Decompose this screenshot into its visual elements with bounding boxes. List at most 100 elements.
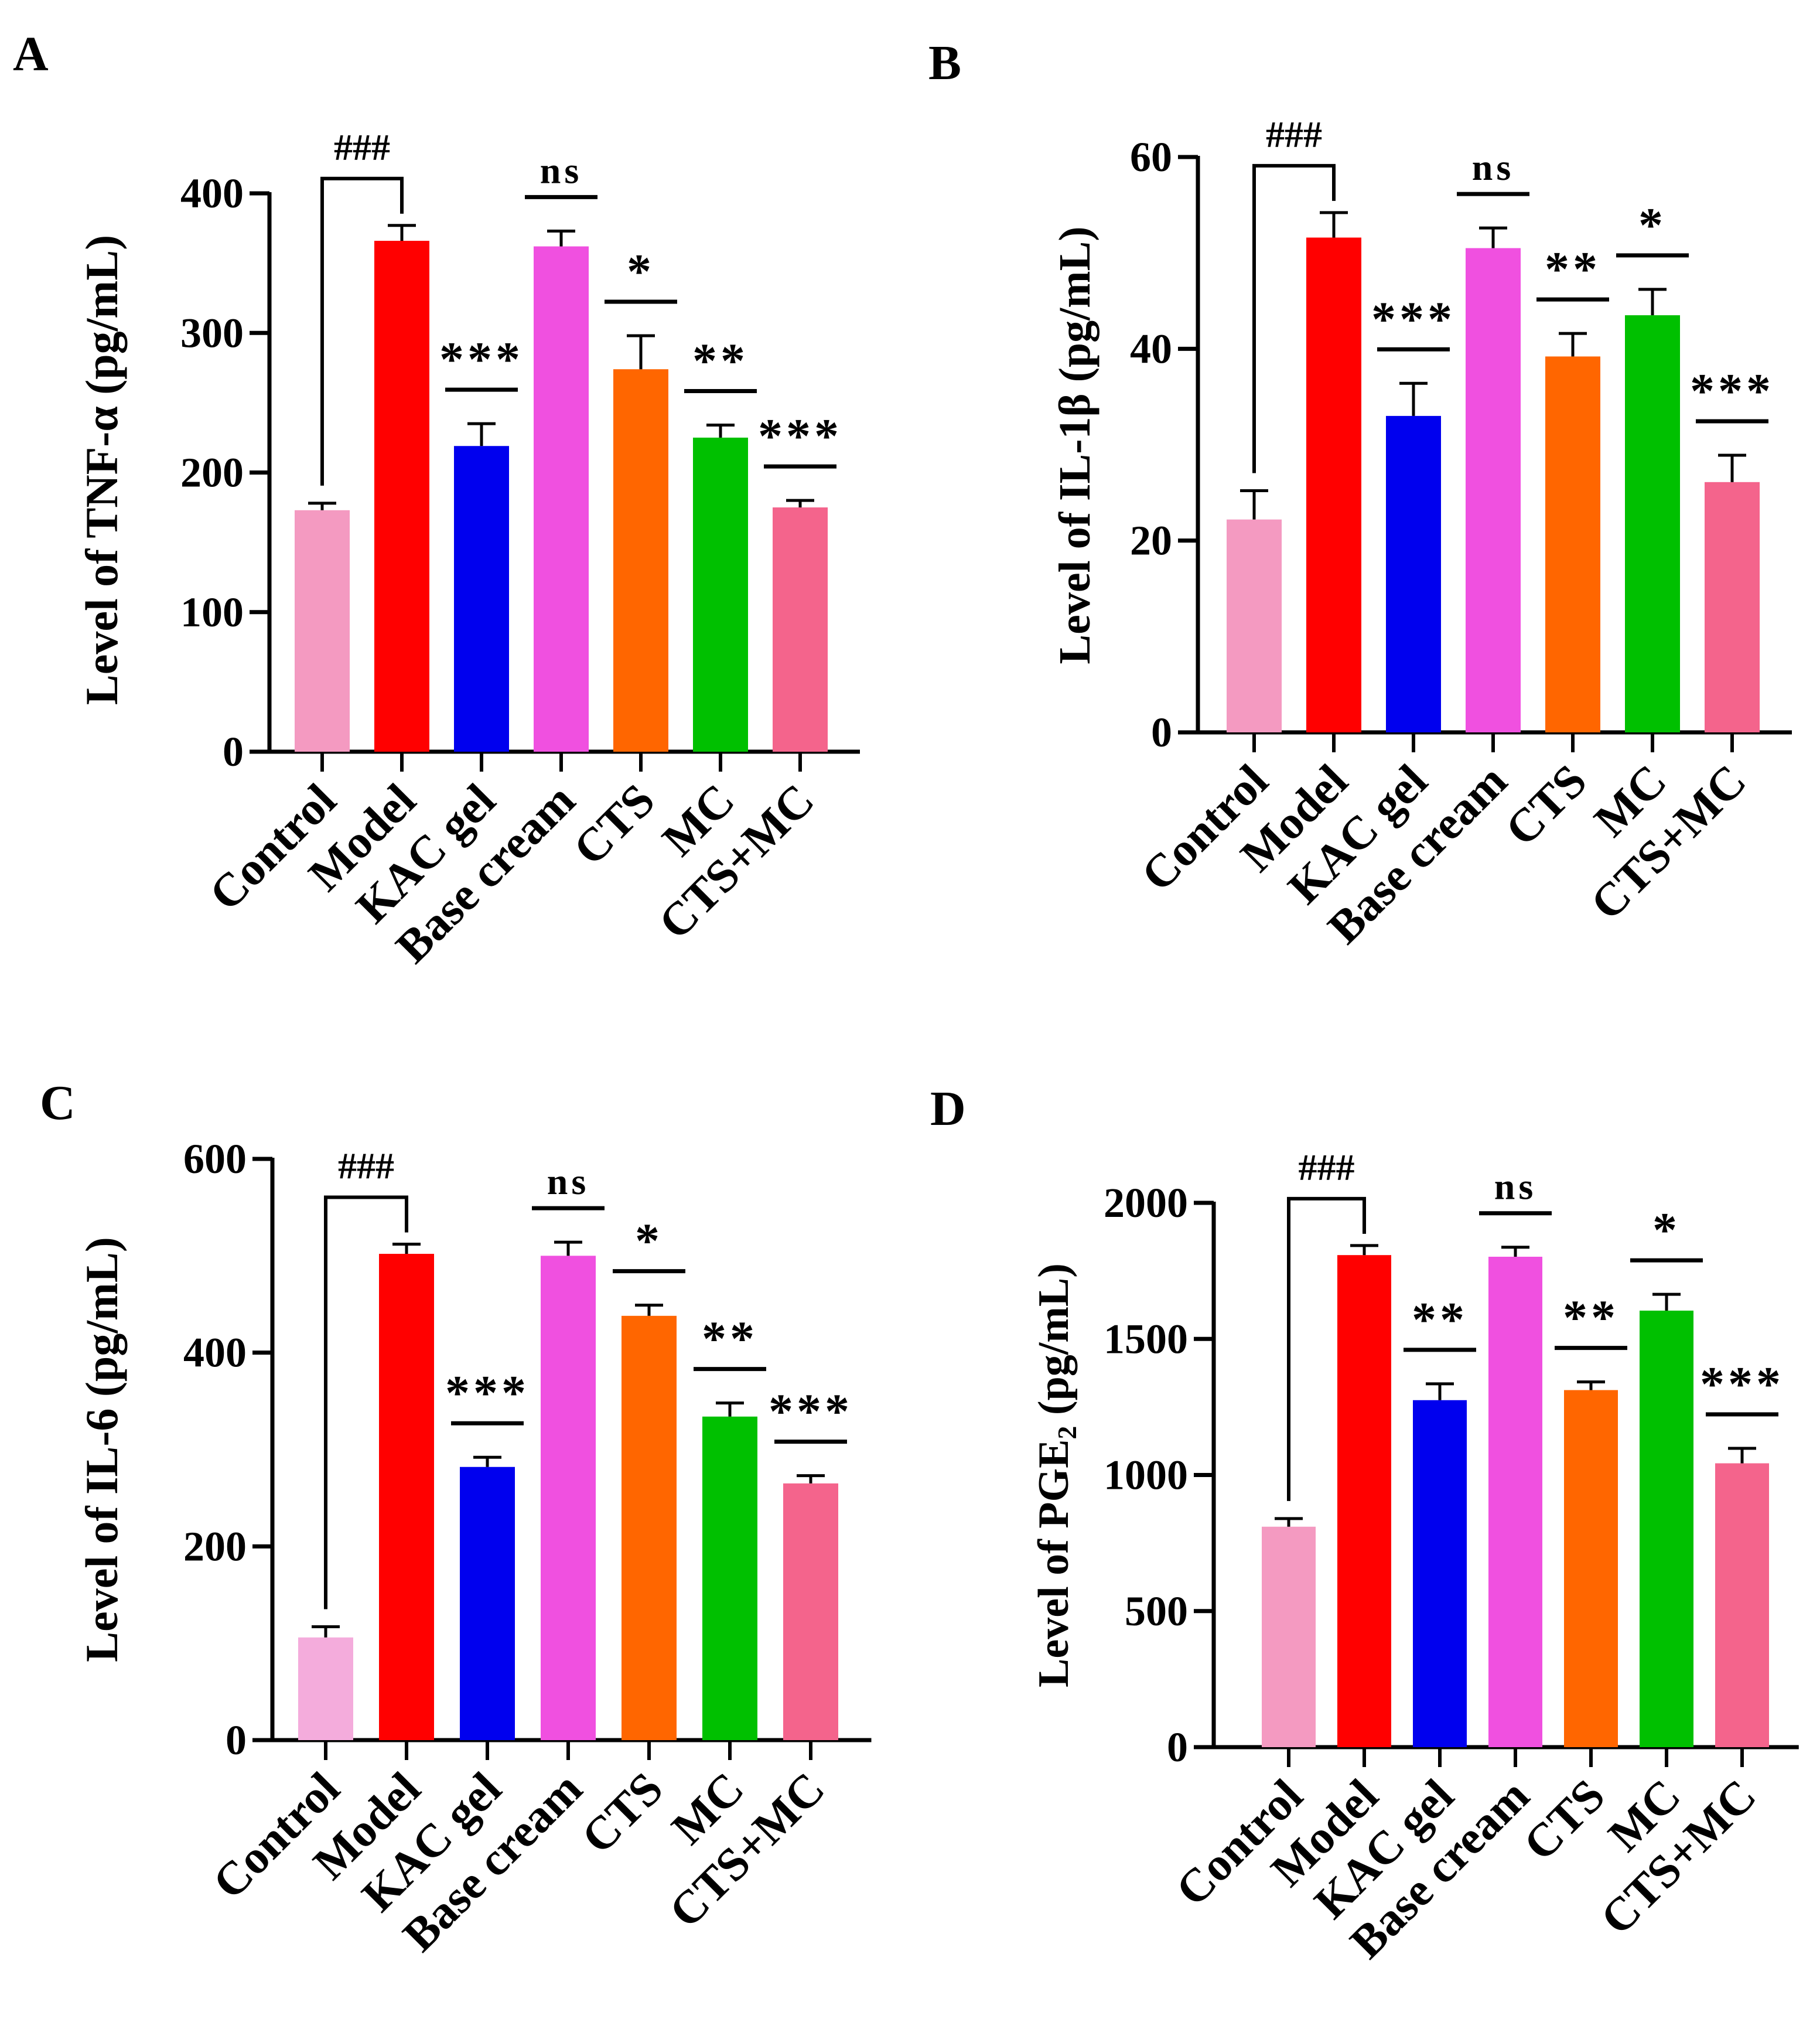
significance-label: ** (1545, 242, 1601, 296)
bar (1386, 415, 1441, 732)
significance-label-vs-control: ### (338, 1145, 394, 1186)
bar (460, 1466, 515, 1740)
significance-label: * (627, 244, 655, 299)
y-tick-label: 1500 (1104, 1315, 1188, 1362)
significance-label: ** (702, 1312, 758, 1366)
x-tick-label: CTS (1514, 1770, 1614, 1871)
bar (1705, 482, 1760, 732)
bar (1227, 519, 1282, 732)
y-tick-label: 100 (180, 589, 244, 636)
panel-label: D (930, 1082, 966, 1136)
bar (1545, 356, 1600, 732)
bar (1488, 1256, 1542, 1747)
significance-bracket (324, 1195, 408, 1609)
significance-label: ** (1563, 1291, 1619, 1345)
y-tick-label: 400 (183, 1329, 247, 1376)
significance-label-vs-control: ### (1299, 1147, 1355, 1188)
significance-label: *** (758, 409, 842, 463)
y-tick-label: 500 (1125, 1588, 1188, 1635)
significance-label: *** (1371, 292, 1456, 346)
bar (1413, 1400, 1467, 1747)
y-tick-label: 200 (183, 1523, 247, 1570)
y-axis-label: Level of IL-1β (pg/mL) (1050, 226, 1099, 664)
y-tick-label: 20 (1130, 517, 1172, 564)
y-axis-label-main: Level of IL-1β (pg/mL) (1050, 226, 1099, 664)
y-axis-label-main: Level of TNF-α (pg/mL) (76, 235, 127, 705)
significance-label: * (1638, 198, 1667, 253)
y-axis-label-units: (pg/mL) (1030, 1263, 1078, 1426)
bar (1466, 248, 1521, 732)
bar (298, 1637, 353, 1740)
y-tick-label: 400 (180, 170, 244, 217)
significance-label: *** (439, 332, 524, 387)
y-tick-label: 300 (180, 309, 244, 356)
significance-label: ** (1412, 1292, 1468, 1347)
bar (534, 246, 589, 752)
bar (1337, 1255, 1391, 1747)
bar (1262, 1526, 1316, 1747)
y-tick-label: 0 (1151, 709, 1172, 756)
y-tick-label: 0 (223, 728, 244, 775)
bar (1625, 315, 1680, 732)
y-axis-label: Level of IL-6 (pg/mL) (76, 1237, 127, 1662)
bar (295, 510, 350, 752)
bar (702, 1416, 757, 1740)
bar (1640, 1310, 1693, 1747)
x-tick-label: CTS+MC (1581, 755, 1756, 930)
panel-label: B (928, 36, 961, 90)
significance-label: * (1652, 1203, 1681, 1257)
panel-label: A (13, 27, 49, 81)
significance-label: *** (445, 1366, 530, 1420)
significance-label: ns (1494, 1166, 1537, 1208)
y-tick-label: 1000 (1104, 1452, 1188, 1499)
significance-label-vs-control: ### (1266, 114, 1322, 155)
y-axis-label-main: Level of PGE (1030, 1440, 1078, 1687)
significance-label: ** (692, 333, 749, 388)
significance-label-vs-control: ### (334, 127, 390, 168)
bar (613, 369, 668, 752)
bar (1715, 1463, 1769, 1747)
bar (622, 1315, 677, 1740)
significance-label: ns (1472, 146, 1515, 188)
y-axis-label-main: Level of IL-6 (pg/mL) (76, 1237, 127, 1662)
x-tick-label: CTS+MC (649, 775, 824, 950)
y-axis-label: Level of TNF-α (pg/mL) (76, 235, 127, 705)
bar (783, 1483, 838, 1740)
bar (1306, 237, 1361, 733)
y-tick-label: 40 (1130, 325, 1172, 372)
x-tick-label: CTS+MC (660, 1763, 835, 1938)
significance-label: *** (1700, 1357, 1784, 1411)
y-axis-label-subscript: 2 (1052, 1426, 1082, 1440)
bar (693, 437, 748, 752)
significance-label: *** (769, 1384, 853, 1439)
y-tick-label: 2000 (1104, 1179, 1188, 1226)
bar (379, 1254, 434, 1740)
significance-label: ns (540, 149, 583, 191)
y-tick-label: 60 (1130, 134, 1172, 180)
x-tick-label: CTS (1495, 755, 1596, 856)
bar (374, 241, 429, 752)
significance-bracket (1252, 163, 1336, 473)
panel-label: C (40, 1076, 76, 1130)
y-tick-label: 0 (226, 1717, 247, 1764)
y-tick-label: 200 (180, 449, 244, 496)
x-tick-label: CTS (564, 775, 664, 875)
significance-bracket (1287, 1196, 1366, 1501)
y-tick-label: 600 (183, 1135, 247, 1182)
significance-bracket (320, 176, 404, 486)
significance-label: ns (547, 1161, 590, 1202)
significance-label: * (635, 1214, 663, 1268)
significance-label: *** (1690, 364, 1774, 418)
bar (1564, 1390, 1618, 1747)
bar (454, 446, 509, 752)
y-axis-label: Level of PGE2 (pg/mL) (1030, 1263, 1082, 1687)
y-tick-label: 0 (1167, 1724, 1188, 1771)
bar (541, 1256, 596, 1740)
x-tick-label: CTS (572, 1763, 672, 1864)
bar (773, 507, 828, 752)
